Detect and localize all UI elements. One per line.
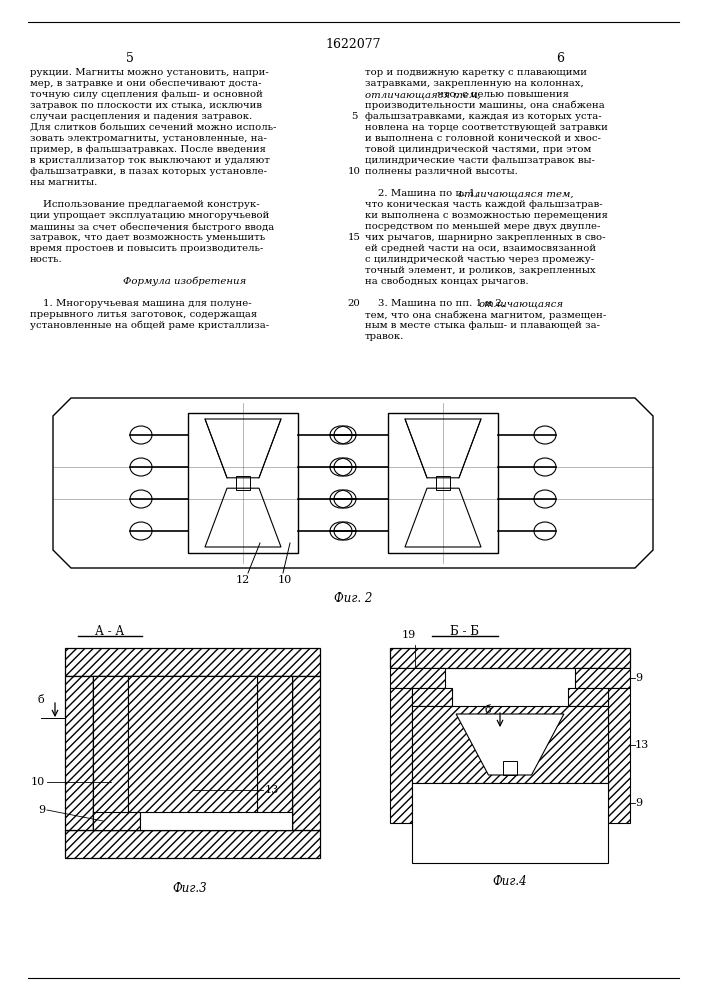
Text: 6: 6 [556,52,564,65]
Text: отличающаяся тем,: отличающаяся тем, [365,90,481,99]
Text: Б - Б: Б - Б [450,625,479,638]
Bar [128,676,257,830]
Text: новлена на торце соответствующей затравки: новлена на торце соответствующей затравк… [365,123,608,132]
Text: что, с целью повышения: что, с целью повышения [434,90,568,99]
Text: 9: 9 [635,673,642,683]
Text: 1. Многоручьевая машина для полуне-: 1. Многоручьевая машина для полуне- [30,299,252,308]
Text: 15: 15 [348,233,361,242]
Bar [65,676,93,830]
Text: А - А: А - А [95,625,124,638]
Text: чих рычагов, шарнирно закрепленных в сво-: чих рычагов, шарнирно закрепленных в сво… [365,233,605,242]
Text: установленные на общей раме кристаллиза-: установленные на общей раме кристаллиза- [30,321,269,330]
Text: пример, в фальшзатравках. После введения: пример, в фальшзатравках. После введения [30,145,266,154]
Bar [93,812,140,830]
Text: точный элемент, и роликов, закрепленных: точный элемент, и роликов, закрепленных [365,266,595,275]
Text: мер, в затравке и они обеспечивают доста-: мер, в затравке и они обеспечивают доста… [30,79,262,89]
Text: Использование предлагаемой конструк-: Использование предлагаемой конструк- [30,200,259,209]
Text: ность.: ность. [30,255,63,264]
Bar [575,668,630,688]
Bar [257,676,292,830]
Text: б: б [484,705,491,715]
Text: машины за счет обеспечения быстрого ввода: машины за счет обеспечения быстрого ввод… [30,222,274,232]
Bar [188,413,298,553]
Text: 1622077: 1622077 [326,38,381,51]
Text: 10: 10 [348,167,361,176]
Text: фальшзатравки, в пазах которых установле-: фальшзатравки, в пазах которых установле… [30,167,267,176]
Text: ны магниты.: ны магниты. [30,178,98,187]
Text: затравок, что дает возможность уменьшить: затравок, что дает возможность уменьшить [30,233,265,242]
Text: ей средней части на оси, взаимосвязанной: ей средней части на оси, взаимосвязанной [365,244,596,253]
Text: Фиг.3: Фиг.3 [173,882,207,895]
Text: 3. Машина по пп. 1 и 2,: 3. Машина по пп. 1 и 2, [365,299,508,308]
Text: затравками, закрепленную на колоннах,: затравками, закрепленную на колоннах, [365,79,584,88]
Bar [65,830,320,858]
Bar [388,413,498,553]
Text: ки выполнена с возможностью перемещения: ки выполнена с возможностью перемещения [365,211,608,220]
Text: затравок по плоскости их стыка, исключив: затравок по плоскости их стыка, исключив [30,101,262,110]
Text: с цилиндрической частью через промежу-: с цилиндрической частью через промежу- [365,255,594,264]
Text: отличающаяся: отличающаяся [479,299,563,308]
Bar [436,476,450,490]
Text: 13: 13 [265,785,279,795]
Text: 5: 5 [351,112,357,121]
Bar [140,812,292,830]
Text: время простоев и повысить производитель-: время простоев и повысить производитель- [30,244,263,253]
Text: 20: 20 [348,299,361,308]
Text: 10: 10 [30,777,45,787]
Text: посредством по меньшей мере двух двупле-: посредством по меньшей мере двух двупле- [365,222,600,231]
Bar [236,476,250,490]
Text: в кристаллизатор ток выключают и удаляют: в кристаллизатор ток выключают и удаляют [30,156,270,165]
Text: 5: 5 [126,52,134,65]
Bar [65,648,320,676]
Bar [93,676,128,830]
Polygon shape [456,714,564,775]
Text: 12: 12 [236,575,250,585]
Text: тем, что она снабжена магнитом, размещен-: тем, что она снабжена магнитом, размещен… [365,310,606,320]
Text: травок.: травок. [365,332,404,341]
Text: тор и подвижную каретку с плавающими: тор и подвижную каретку с плавающими [365,68,587,77]
Text: точную силу сцепления фальш- и основной: точную силу сцепления фальш- и основной [30,90,263,99]
Bar [412,706,608,783]
Text: Фиг. 2: Фиг. 2 [334,592,373,605]
Bar [412,783,608,863]
Bar [292,676,320,830]
Text: случаи расцепления и падения затравок.: случаи расцепления и падения затравок. [30,112,252,121]
Text: 9: 9 [38,805,45,815]
Text: зовать электромагниты, установленные, на-: зовать электромагниты, установленные, на… [30,134,267,143]
Text: прерывного литья заготовок, содержащая: прерывного литья заготовок, содержащая [30,310,257,319]
Text: Фиг.4: Фиг.4 [493,875,527,888]
Text: фальшзатравками, каждая из которых уста-: фальшзатравками, каждая из которых уста- [365,112,602,121]
Text: 2. Машина по п. 1,: 2. Машина по п. 1, [365,189,481,198]
Text: 13: 13 [635,740,649,750]
Text: на свободных концах рычагов.: на свободных концах рычагов. [365,277,529,286]
Text: что коническая часть каждой фальшзатрав-: что коническая часть каждой фальшзатрав- [365,200,602,209]
Bar [608,688,630,823]
Text: отличающаяся тем,: отличающаяся тем, [458,189,574,198]
Bar [390,668,445,688]
Text: 19: 19 [402,630,416,640]
Text: цилиндрические части фальшзатравок вы-: цилиндрические части фальшзатравок вы- [365,156,595,165]
Text: ным в месте стыка фальш- и плавающей за-: ным в месте стыка фальш- и плавающей за- [365,321,600,330]
Bar [568,688,608,706]
Bar [503,761,517,775]
Text: Для слитков больших сечений можно исполь-: Для слитков больших сечений можно исполь… [30,123,276,132]
Bar [412,688,452,706]
Text: рукции. Магниты можно установить, напри-: рукции. Магниты можно установить, напри- [30,68,269,77]
Text: ции упрощает эксплуатацию многоручьевой: ции упрощает эксплуатацию многоручьевой [30,211,269,220]
Bar [390,688,412,823]
Text: Формула изобретения: Формула изобретения [124,277,247,286]
Text: производительности машины, она снабжена: производительности машины, она снабжена [365,101,604,110]
Bar [390,648,630,668]
Text: и выполнена с головной конической и хвос-: и выполнена с головной конической и хвос… [365,134,601,143]
Text: б: б [37,695,45,705]
Text: 10: 10 [278,575,292,585]
Text: полнены различной высоты.: полнены различной высоты. [365,167,518,176]
Bar [93,676,292,830]
Text: 9: 9 [635,798,642,808]
Text: товой цилиндрической частями, при этом: товой цилиндрической частями, при этом [365,145,591,154]
